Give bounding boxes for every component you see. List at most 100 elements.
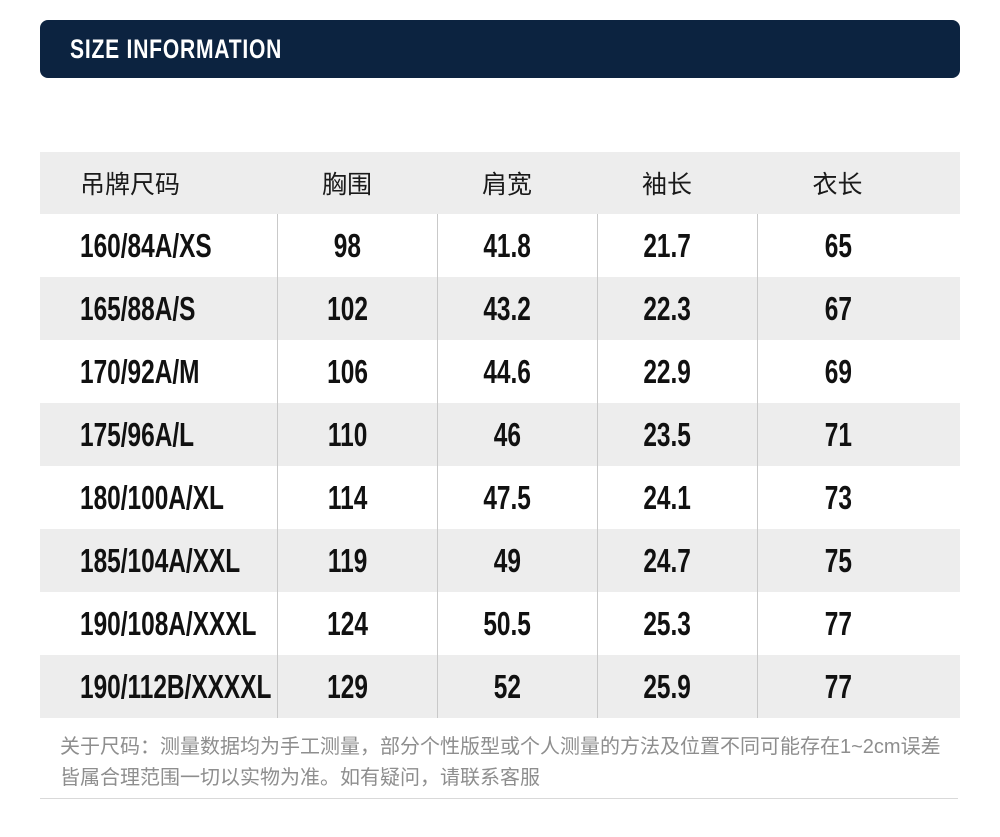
cell-size: 190/112B/XXXXL [40,655,277,718]
table-header-row: 吊牌尺码 胸围 肩宽 袖长 衣长 [40,152,960,214]
cell-chest: 124 [277,592,437,655]
cell-length: 67 [757,277,960,340]
cell-length: 73 [757,466,960,529]
cell-shoulder: 43.2 [437,277,597,340]
sleeve-value: 24.7 [643,541,692,579]
cell-length: 77 [757,592,960,655]
length-value: 77 [824,667,852,705]
cell-size: 190/108A/XXXL [40,592,277,655]
length-value: 65 [824,226,852,264]
size-info-banner: SIZE INFORMATION [40,20,960,78]
cell-length: 77 [757,655,960,718]
cell-sleeve: 25.3 [597,592,757,655]
size-label: 175/96A/L [80,415,195,453]
table-row: 180/100A/XL 114 47.5 24.1 73 [40,466,960,529]
bottom-divider [40,798,958,799]
size-label: 160/84A/XS [80,226,212,264]
chest-value: 110 [327,415,368,453]
cell-chest: 106 [277,340,437,403]
header-cell-sleeve: 袖长 [641,171,692,199]
cell-size: 180/100A/XL [40,466,277,529]
table-row: 165/88A/S 102 43.2 22.3 67 [40,277,960,340]
cell-sleeve: 22.9 [597,340,757,403]
banner-title: SIZE INFORMATION [70,33,283,64]
cell-size: 185/104A/XXL [40,529,277,592]
shoulder-value: 43.2 [483,289,532,327]
cell-length: 75 [757,529,960,592]
shoulder-value: 49 [493,541,522,579]
cell-sleeve: 24.7 [597,529,757,592]
table-row: 175/96A/L 110 46 23.5 71 [40,403,960,466]
header-cell-chest: 胸围 [321,171,372,199]
sleeve-value: 21.7 [643,226,692,264]
size-label: 190/108A/XXXL [80,604,257,642]
length-value: 73 [824,478,852,516]
shoulder-value: 46 [493,415,522,453]
table-row: 185/104A/XXL 119 49 24.7 75 [40,529,960,592]
size-label: 190/112B/XXXXL [80,667,272,705]
header-cell-size: 吊牌尺码 [80,171,181,199]
cell-shoulder: 41.8 [437,214,597,277]
chest-value: 114 [327,478,368,516]
header-cell-length: 衣长 [812,171,863,199]
chest-value: 124 [327,604,368,642]
cell-size: 160/84A/XS [40,214,277,277]
note-line-1: 关于尺码：测量数据均为手工测量，部分个性版型或个人测量的方法及位置不同可能存在1… [60,736,941,758]
chest-value: 102 [327,289,368,327]
shoulder-value: 50.5 [483,604,532,642]
sleeve-value: 22.3 [643,289,692,327]
length-value: 67 [824,289,852,327]
sleeve-value: 22.9 [643,352,692,390]
cell-shoulder: 49 [437,529,597,592]
header-cell-shoulder: 肩宽 [481,171,532,199]
cell-chest: 119 [277,529,437,592]
length-value: 75 [824,541,852,579]
shoulder-value: 41.8 [483,226,532,264]
cell-sleeve: 23.5 [597,403,757,466]
cell-sleeve: 25.9 [597,655,757,718]
cell-sleeve: 24.1 [597,466,757,529]
sleeve-value: 23.5 [643,415,692,453]
cell-chest: 114 [277,466,437,529]
cell-length: 69 [757,340,960,403]
length-value: 71 [824,415,852,453]
note-line-2: 皆属合理范围一切以实物为准。如有疑问，请联系客服 [60,767,540,789]
cell-shoulder: 44.6 [437,340,597,403]
cell-sleeve: 21.7 [597,214,757,277]
cell-shoulder: 47.5 [437,466,597,529]
cell-chest: 98 [277,214,437,277]
table-row: 170/92A/M 106 44.6 22.9 69 [40,340,960,403]
sleeve-value: 25.3 [643,604,692,642]
shoulder-value: 44.6 [483,352,532,390]
cell-chest: 129 [277,655,437,718]
size-note: 关于尺码：测量数据均为手工测量，部分个性版型或个人测量的方法及位置不同可能存在1… [60,732,960,794]
size-label: 170/92A/M [80,352,200,390]
cell-length: 65 [757,214,960,277]
cell-shoulder: 46 [437,403,597,466]
cell-chest: 110 [277,403,437,466]
shoulder-value: 52 [493,667,522,705]
table-row: 190/112B/XXXXL 129 52 25.9 77 [40,655,960,718]
cell-size: 175/96A/L [40,403,277,466]
cell-size: 170/92A/M [40,340,277,403]
chest-value: 129 [327,667,368,705]
chest-value: 98 [333,226,362,264]
table-row: 190/108A/XXXL 124 50.5 25.3 77 [40,592,960,655]
sleeve-value: 25.9 [643,667,692,705]
chest-value: 119 [327,541,368,579]
size-label: 185/104A/XXL [80,541,241,579]
length-value: 69 [824,352,852,390]
sleeve-value: 24.1 [643,478,692,516]
size-table: 吊牌尺码 胸围 肩宽 袖长 衣长 160/84A/XS 98 41.8 21.7… [40,152,960,718]
length-value: 77 [824,604,852,642]
size-label: 180/100A/XL [80,478,224,516]
table-row: 160/84A/XS 98 41.8 21.7 65 [40,214,960,277]
cell-chest: 102 [277,277,437,340]
shoulder-value: 47.5 [483,478,532,516]
cell-size: 165/88A/S [40,277,277,340]
size-label: 165/88A/S [80,289,196,327]
cell-shoulder: 50.5 [437,592,597,655]
cell-length: 71 [757,403,960,466]
cell-sleeve: 22.3 [597,277,757,340]
